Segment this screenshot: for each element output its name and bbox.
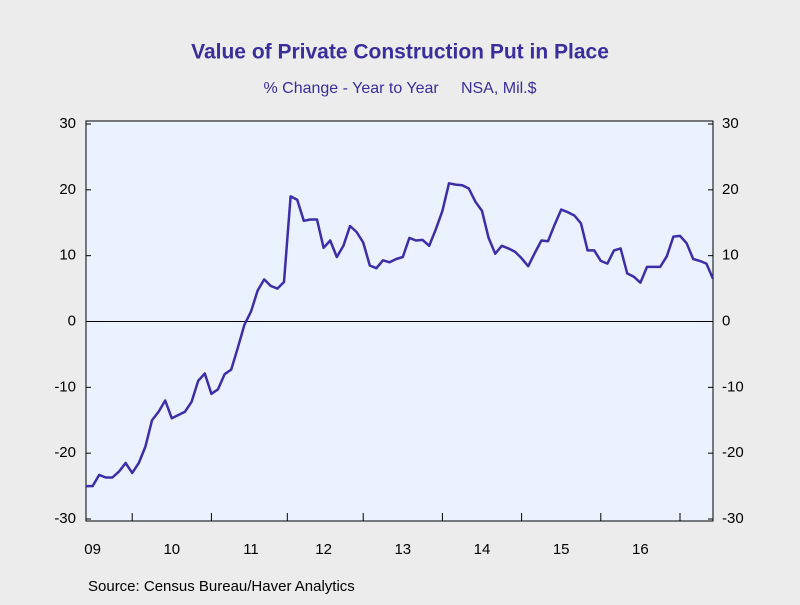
x-tick-label: 13 [394, 541, 411, 558]
x-tick-label: 11 [243, 541, 259, 558]
y2-tick-label: 30 [722, 115, 739, 132]
y2-tick-label: 0 [722, 312, 730, 329]
y2-tick-label: 20 [722, 181, 739, 198]
y2-tick-label: -20 [722, 444, 744, 461]
x-tick-label: 15 [553, 541, 570, 558]
x-tick-label: 09 [84, 541, 101, 558]
y-tick-label: 30 [59, 115, 76, 132]
x-tick-label: 12 [315, 541, 332, 558]
y-tick-label: 10 [59, 247, 76, 264]
y-tick-label: 0 [68, 312, 76, 329]
y-tick-label: -20 [54, 444, 76, 461]
x-tick-label: 10 [163, 541, 180, 558]
y-tick-label: -30 [54, 510, 76, 527]
y2-tick-label: -10 [722, 378, 744, 395]
y-tick-label: 20 [59, 181, 76, 198]
x-tick-label: 14 [474, 541, 491, 558]
y2-tick-label: -30 [722, 510, 744, 527]
y-tick-label: -10 [54, 378, 76, 395]
y2-tick-label: 10 [722, 247, 739, 264]
source: Source: Census Bureau/Haver Analytics [88, 578, 355, 595]
chart-title: Value of Private Construction Put in Pla… [191, 41, 609, 64]
x-tick-label: 16 [632, 541, 649, 558]
chart-subtitle: % Change - Year to Year NSA, Mil.$ [263, 80, 536, 97]
line-series [86, 182, 715, 488]
